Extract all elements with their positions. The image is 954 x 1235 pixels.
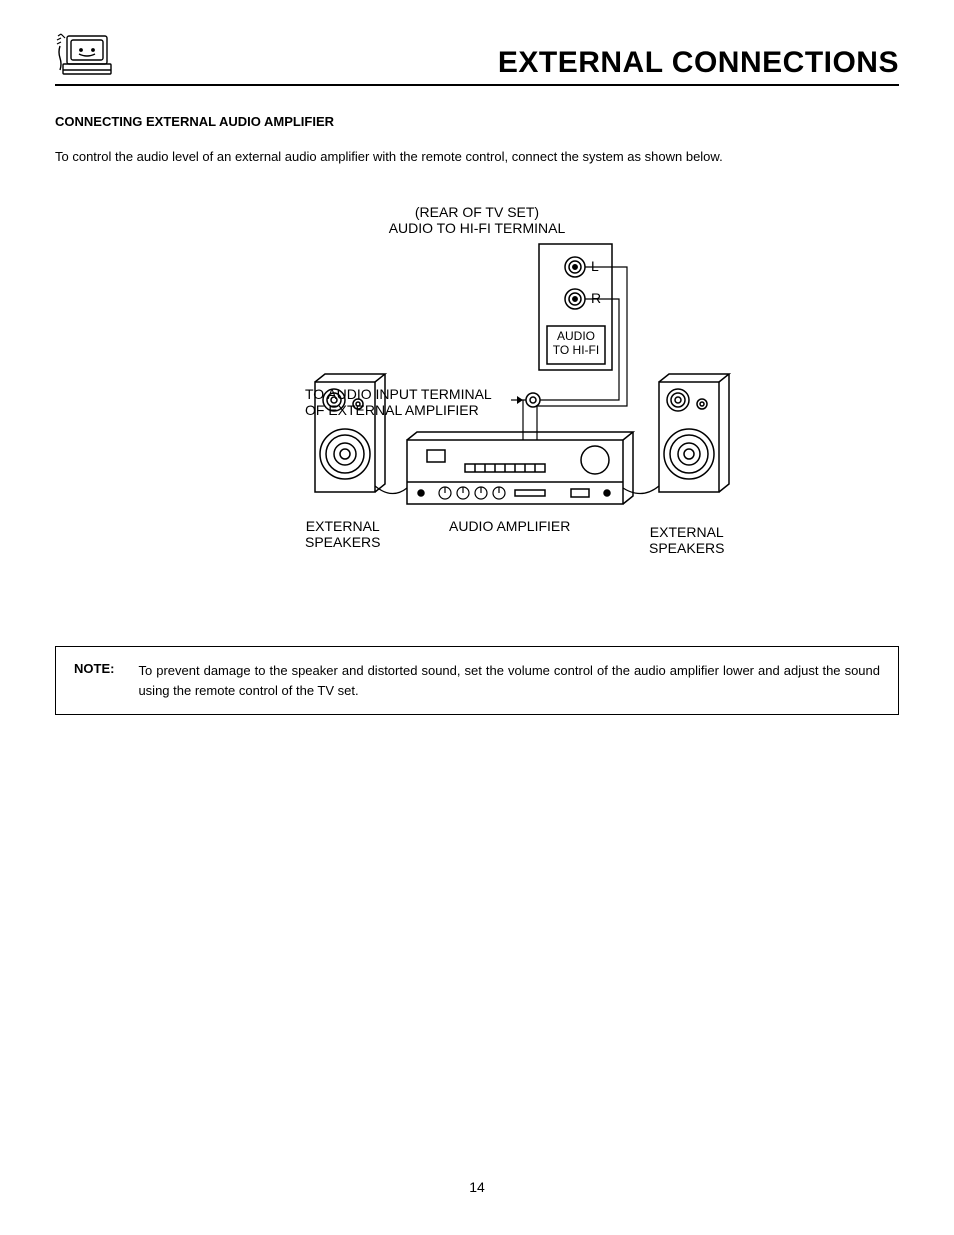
- jack-l-label: L: [591, 258, 599, 274]
- note-box: NOTE: To prevent damage to the speaker a…: [55, 646, 899, 715]
- amplifier-label: AUDIO AMPLIFIER: [449, 518, 570, 534]
- tv-icon: [55, 30, 113, 80]
- left-speaker-label: EXTERNAL SPEAKERS: [305, 518, 380, 550]
- note-text: To prevent damage to the speaker and dis…: [138, 661, 880, 700]
- right-speaker-label: EXTERNAL SPEAKERS: [649, 524, 724, 556]
- page-number: 14: [0, 1179, 954, 1195]
- jack-r-label: R: [591, 290, 601, 306]
- input-terminal-label: TO AUDIO INPUT TERMINAL OF EXTERNAL AMPL…: [305, 386, 492, 418]
- section-heading: CONNECTING EXTERNAL AUDIO AMPLIFIER: [55, 114, 899, 129]
- audio-box-label: AUDIO TO HI-FI: [549, 329, 603, 358]
- note-label: NOTE:: [74, 661, 114, 700]
- intro-text: To control the audio level of an externa…: [55, 149, 899, 164]
- connection-diagram: (REAR OF TV SET) AUDIO TO HI-FI TERMINAL…: [55, 204, 899, 594]
- rear-tv-label: (REAR OF TV SET) AUDIO TO HI-FI TERMINAL: [367, 204, 587, 236]
- page-header: EXTERNAL CONNECTIONS: [55, 30, 899, 86]
- page-title: EXTERNAL CONNECTIONS: [498, 46, 899, 80]
